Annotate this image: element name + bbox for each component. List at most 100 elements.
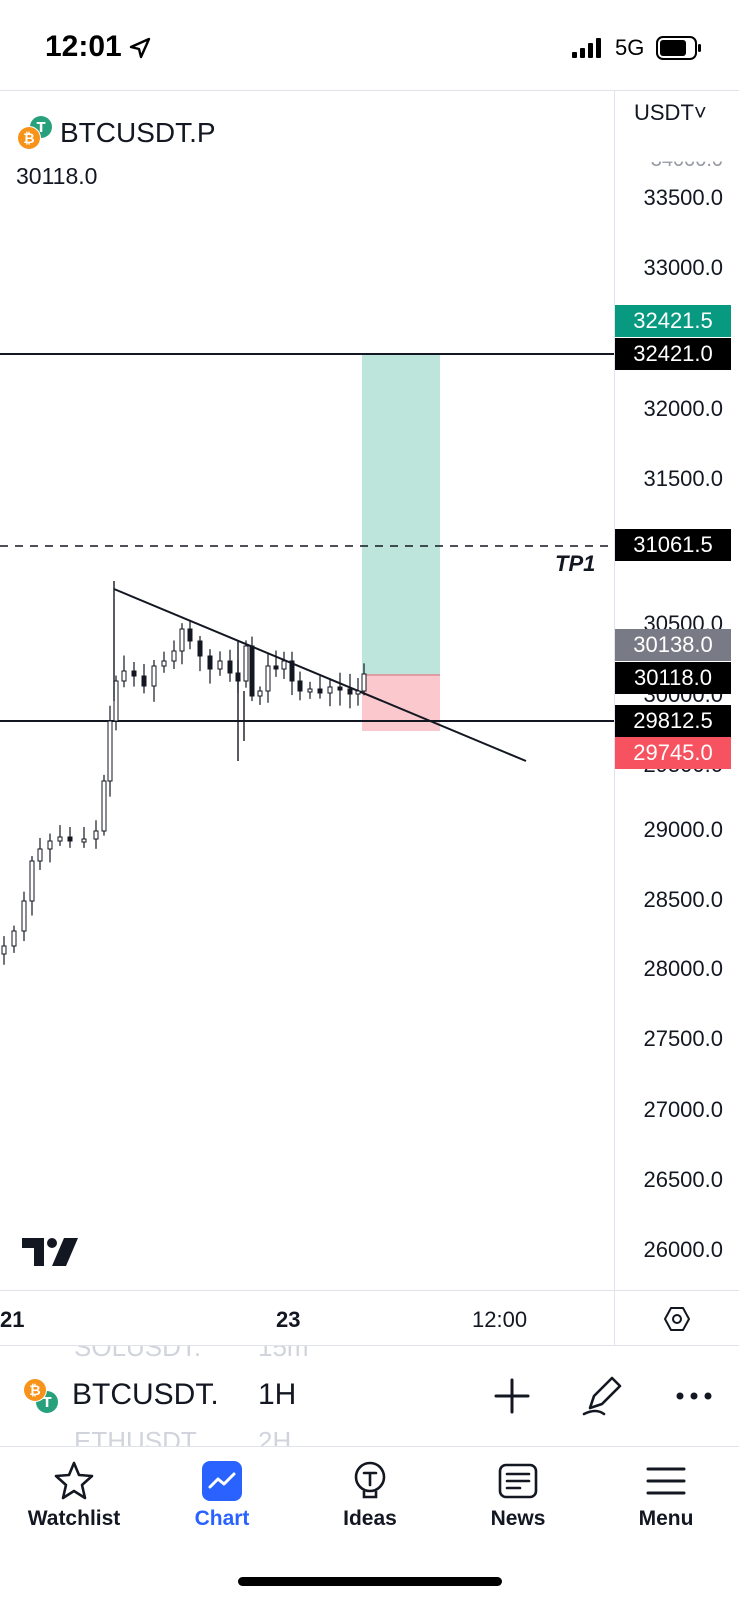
- candlestick-series: [1, 581, 367, 965]
- bitcoin-tether-logo-icon: T ₿: [17, 116, 52, 150]
- candle-body: [93, 830, 99, 840]
- newspaper-icon: [498, 1463, 538, 1499]
- price-axis-label: 33500.0: [643, 185, 723, 210]
- candle-body: [11, 930, 17, 947]
- price-axis-label: 26500.0: [643, 1167, 723, 1192]
- candle-body: [151, 665, 157, 687]
- price-tag-target-high: 32421.5: [615, 305, 731, 337]
- candle-body: [207, 655, 213, 670]
- nav-chart[interactable]: Chart: [148, 1447, 296, 1547]
- profit-zone[interactable]: [362, 355, 440, 675]
- candle-body: [307, 688, 313, 693]
- plus-icon[interactable]: [490, 1374, 534, 1418]
- nav-ideas[interactable]: Ideas: [296, 1447, 444, 1547]
- candle-body: [243, 645, 249, 682]
- price-axis-label: 31500.0: [643, 466, 723, 491]
- candle-body: [121, 670, 127, 682]
- price-axis-label: 26000.0: [643, 1237, 723, 1262]
- price-axis-partial-label: 34000.0: [650, 149, 723, 171]
- tradingview-logo-icon: [22, 1238, 78, 1266]
- signal-icon: [572, 38, 601, 58]
- candle-body: [141, 675, 147, 687]
- descending-trendline[interactable]: [113, 588, 527, 762]
- price-tag-entry: 30138.0: [615, 629, 731, 661]
- nav-label: Ideas: [343, 1507, 397, 1530]
- candle-body: [281, 660, 287, 670]
- candle-body: [81, 838, 87, 843]
- svg-text:T: T: [37, 121, 46, 136]
- price-axis-label: 27000.0: [643, 1097, 723, 1122]
- price-tag-last-price: 30118.0: [615, 662, 731, 694]
- svg-text:₿: ₿: [29, 1383, 40, 1399]
- candle-body: [327, 686, 333, 694]
- nav-label: Menu: [638, 1507, 694, 1530]
- candle-body: [29, 860, 35, 902]
- price-tag-tp1: 31061.5: [615, 529, 731, 561]
- price-axis-label: 27500.0: [643, 1026, 723, 1051]
- nav-menu[interactable]: Menu: [592, 1447, 739, 1547]
- price-axis-label: 33000.0: [643, 255, 723, 280]
- currency-selector[interactable]: USDT˅: [630, 100, 711, 126]
- candle-body: [361, 673, 367, 692]
- more-icon[interactable]: [672, 1374, 716, 1418]
- chart-canvas[interactable]: [0, 91, 614, 1291]
- nav-news[interactable]: News: [444, 1447, 592, 1547]
- nav-watchlist[interactable]: Watchlist: [0, 1447, 148, 1547]
- home-indicator: [238, 1577, 502, 1586]
- location-arrow-icon: [129, 37, 151, 59]
- candle-body: [265, 665, 271, 692]
- candle-body: [131, 670, 137, 677]
- loss-zone[interactable]: [362, 675, 440, 731]
- candle-body: [171, 650, 177, 662]
- chart-settings-button[interactable]: [614, 1291, 739, 1346]
- candle-body: [1, 945, 7, 955]
- candle-body: [273, 665, 279, 670]
- price-tag-resistance: 32421.0: [615, 338, 731, 370]
- time-axis[interactable]: 21 23 12:00: [0, 1290, 739, 1346]
- price-axis-partial-label: 30500.0: [643, 611, 723, 636]
- symbol-name[interactable]: BTCUSDT.P: [60, 117, 216, 148]
- candle-body: [47, 840, 53, 850]
- chart-icon: [202, 1461, 242, 1501]
- price-axis-label: 29000.0: [643, 817, 723, 842]
- price-axis-label: 32000.0: [643, 396, 723, 421]
- chart-area[interactable]: T ₿ BTCUSDT.P 30118.0: [0, 90, 739, 1290]
- ghost-symbol-below: ETHUSDT.: [74, 1426, 202, 1446]
- price-axis[interactable]: 34000.0 33500.0 33000.0 32000.0 31500.0 …: [614, 90, 739, 1290]
- price-tag-support: 29812.5: [615, 705, 731, 737]
- candle-body: [297, 680, 303, 692]
- candle-body: [337, 686, 343, 691]
- status-bar: 12:01 5G: [0, 0, 739, 90]
- status-time: 12:01: [45, 30, 122, 63]
- candle-body: [161, 660, 167, 667]
- ghost-symbol-above: SOLUSDT.: [74, 1346, 202, 1362]
- candle-body: [57, 836, 63, 842]
- symbol-selector[interactable]: BTCUSDT.: [72, 1378, 219, 1411]
- time-axis-label: 21: [0, 1307, 25, 1332]
- price-tag-stop-loss: 29745.0: [615, 737, 731, 769]
- symbol-last-price: 30118.0: [16, 163, 98, 189]
- bottom-nav: Watchlist Chart Ideas News Menu: [0, 1446, 739, 1600]
- candle-body: [179, 628, 185, 652]
- candle-body: [37, 848, 43, 862]
- nav-label: Chart: [194, 1507, 250, 1530]
- hamburger-icon: [646, 1467, 686, 1495]
- battery-icon: [656, 36, 701, 60]
- candle-body: [187, 628, 193, 642]
- star-icon: [54, 1461, 94, 1500]
- network-type: 5G: [615, 35, 645, 60]
- candle-body: [101, 780, 107, 832]
- candle-body: [67, 836, 73, 842]
- nav-label: News: [490, 1507, 546, 1530]
- candle-body: [107, 720, 113, 782]
- candle-body: [257, 690, 263, 697]
- ghost-interval-below: 2H: [258, 1426, 292, 1446]
- bitcoin-tether-logo-icon: T ₿: [23, 1378, 58, 1413]
- symbol-toolbar: SOLUSDT. 15m T ₿ BTCUSDT. 1H ETHUSDT. 2H: [0, 1346, 739, 1446]
- price-axis-label: 28500.0: [643, 887, 723, 912]
- drawing-pen-icon[interactable]: [580, 1374, 624, 1418]
- interval-selector[interactable]: 1H: [258, 1378, 297, 1411]
- svg-text:T: T: [43, 1396, 52, 1411]
- svg-text:₿: ₿: [23, 131, 34, 147]
- candle-body: [347, 688, 353, 695]
